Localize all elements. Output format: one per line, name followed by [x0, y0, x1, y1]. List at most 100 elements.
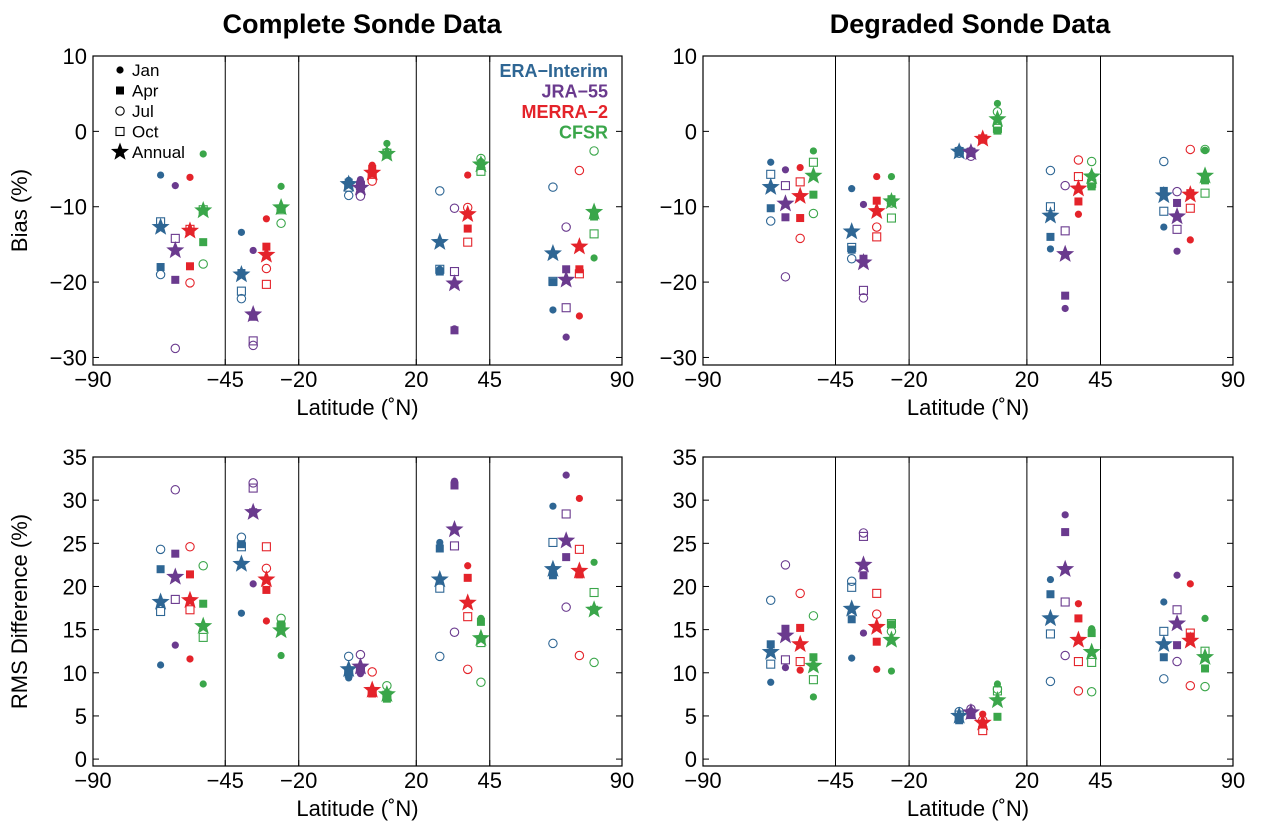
point-jan	[887, 172, 896, 181]
point-apr	[185, 570, 194, 579]
y-tick-label: 20	[63, 574, 87, 599]
point-jul	[170, 343, 181, 354]
series-cfsr	[804, 99, 1215, 223]
point-oct	[795, 177, 805, 187]
point-jan	[1173, 247, 1181, 255]
point-jan	[887, 667, 896, 675]
point-annual	[761, 642, 780, 660]
point-annual	[557, 270, 576, 288]
point-apr	[1046, 232, 1055, 241]
point-jul	[355, 191, 366, 201]
point-jul	[367, 667, 377, 677]
point-jul	[561, 222, 571, 232]
point-jan	[186, 173, 194, 181]
point-jul	[170, 485, 181, 495]
point-oct	[236, 286, 246, 296]
point-annual	[377, 684, 396, 703]
point-annual	[557, 531, 576, 549]
point-jul	[1185, 680, 1196, 691]
x-tick-label: 45	[478, 768, 502, 793]
point-oct	[780, 181, 790, 191]
point-oct	[170, 594, 180, 604]
point-oct	[1073, 657, 1083, 667]
point-oct	[1087, 657, 1097, 667]
series-jra-55	[776, 142, 1187, 313]
point-jan	[464, 171, 472, 179]
point-jul	[343, 651, 354, 662]
point-jan	[575, 312, 583, 320]
point-jul	[1073, 686, 1084, 696]
point-annual	[804, 166, 823, 184]
point-jul	[808, 208, 819, 219]
y-tick-label: −10	[50, 195, 87, 220]
y-tick-label: −20	[50, 270, 87, 295]
point-apr	[199, 599, 208, 608]
point-apr	[435, 544, 444, 553]
point-apr	[993, 712, 1002, 721]
point-jul	[1159, 674, 1169, 684]
point-apr	[562, 265, 571, 274]
y-tick-label: 15	[63, 618, 87, 643]
point-annual	[339, 659, 358, 678]
point-jan	[767, 678, 775, 686]
point-jul	[236, 293, 247, 304]
point-jan	[859, 200, 868, 209]
legend-label-annual: Annual	[132, 143, 185, 162]
point-annual	[1069, 179, 1088, 197]
point-apr	[156, 565, 165, 574]
point-jul	[871, 609, 882, 619]
point-jan	[464, 562, 472, 570]
legend-label-jan: Jan	[132, 61, 159, 80]
point-jan	[590, 558, 598, 566]
point-jul	[858, 293, 869, 303]
point-oct	[236, 542, 246, 552]
point-jan	[262, 617, 270, 625]
point-jan	[436, 538, 444, 547]
x-tick-label: −45	[207, 367, 244, 392]
point-jan	[848, 654, 856, 662]
point-jan	[562, 333, 570, 341]
legend-marker-annual	[110, 142, 130, 160]
series-era-interim	[151, 171, 562, 314]
series-era-interim	[761, 142, 1173, 264]
x-axis-label: Latitude (˚N)	[296, 395, 418, 420]
point-annual	[1154, 634, 1173, 652]
point-jul	[871, 222, 882, 232]
point-jul	[248, 478, 258, 488]
point-jan	[1160, 598, 1168, 606]
point-jan	[796, 163, 804, 172]
point-apr	[262, 585, 271, 594]
point-oct	[858, 285, 869, 295]
point-oct	[886, 619, 896, 629]
point-jul	[1060, 650, 1070, 661]
point-jan	[237, 228, 246, 236]
point-apr	[562, 553, 571, 562]
point-annual	[445, 274, 464, 292]
point-annual	[194, 616, 213, 634]
legend-marker-apr	[116, 86, 124, 95]
point-jan	[171, 641, 179, 649]
point-jan	[1186, 236, 1194, 244]
point-jan	[1201, 614, 1209, 623]
x-tick-label: −20	[890, 768, 927, 793]
y-tick-label: 0	[75, 119, 87, 144]
x-tick-label: −45	[817, 367, 854, 392]
point-jan	[1074, 210, 1083, 218]
point-jul	[1159, 156, 1169, 167]
point-jul	[476, 677, 486, 688]
legend-marker-oct	[115, 126, 125, 137]
point-jan	[562, 471, 570, 479]
point-oct	[766, 169, 776, 179]
point-jul	[1200, 144, 1210, 155]
point-oct	[1060, 597, 1070, 607]
x-tick-label: 45	[1088, 367, 1112, 392]
point-jan	[590, 254, 598, 262]
y-tick-label: 25	[63, 531, 87, 556]
point-annual	[791, 634, 810, 652]
point-annual	[151, 592, 170, 610]
y-tick-label: 35	[63, 445, 87, 470]
series-merra-2	[791, 580, 1200, 736]
point-annual	[232, 554, 251, 572]
point-annual	[776, 626, 795, 644]
